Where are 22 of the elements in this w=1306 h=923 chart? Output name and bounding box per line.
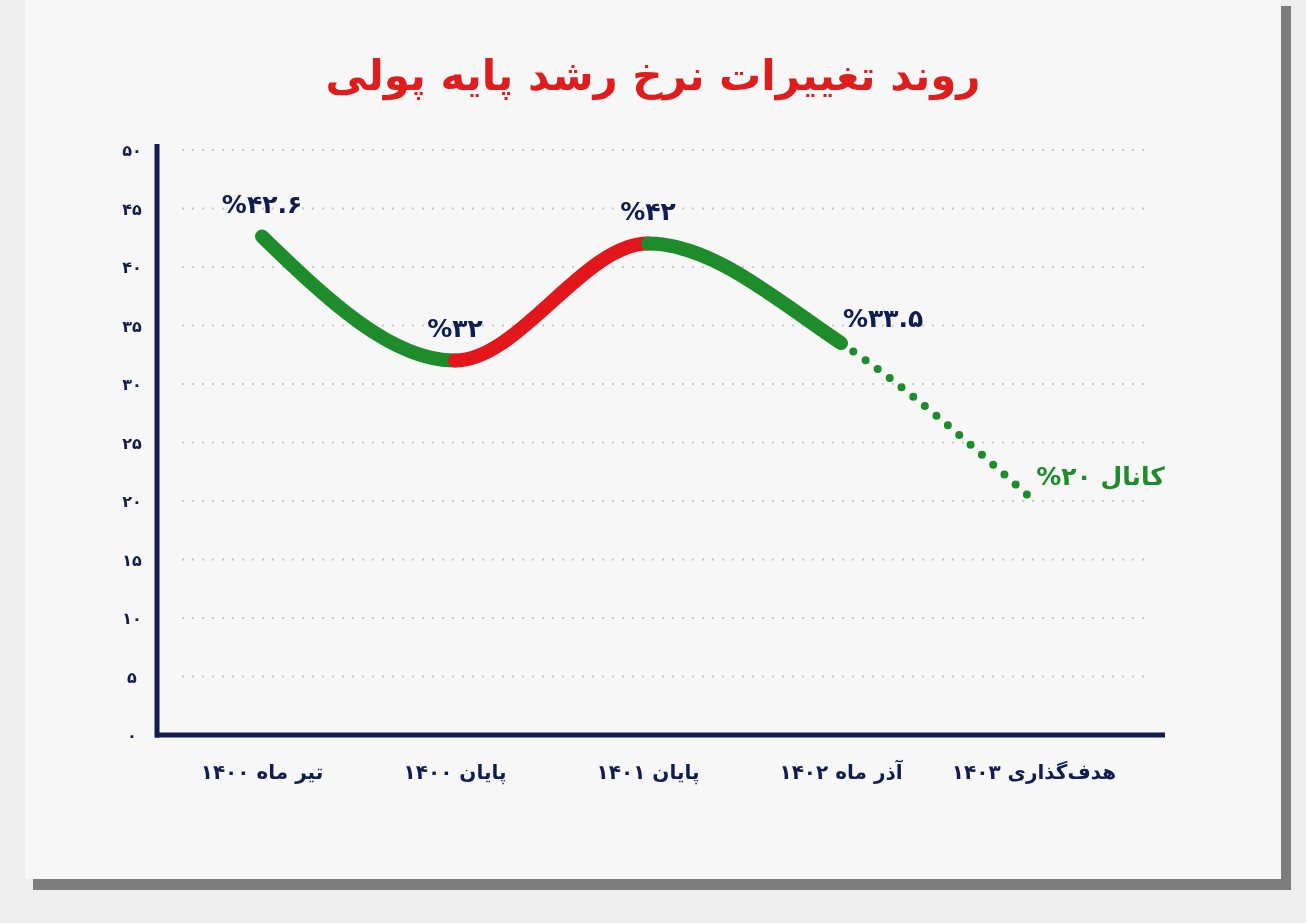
data-label: کانال ۲۰% (1036, 462, 1166, 491)
y-tick-label: ۲۵ (122, 433, 142, 453)
x-tick-label: تیر ماه ۱۴۰۰ (200, 760, 324, 784)
data-label: %۴۲.۶ (221, 189, 303, 219)
y-tick-label: ۱۵ (122, 550, 142, 570)
y-tick-label: ۴۵ (122, 199, 142, 219)
y-tick-label: ۴۰ (122, 258, 142, 277)
data-label: %۳۲ (427, 313, 483, 343)
chart-title: روند تغییرات نرخ رشد پایه پولی (325, 51, 981, 101)
y-tick-label: ۳۰ (122, 375, 142, 394)
y-tick-label: ۱۰ (122, 609, 142, 628)
x-tick-label: آذر ماه ۱۴۰۲ (779, 759, 904, 784)
y-tick-label: ۵۰ (122, 141, 142, 160)
x-tick-label: هدف‌گذاری ۱۴۰۳ (951, 760, 1117, 784)
x-tick-label: پایان ۱۴۰۱ (596, 760, 700, 785)
data-label: %۴۲ (620, 196, 676, 226)
y-tick-label: ۵ (127, 667, 138, 687)
y-tick-label: ۳۵ (122, 316, 142, 336)
y-tick-label: ۰ (127, 726, 137, 745)
x-tick-label: پایان ۱۴۰۰ (403, 760, 507, 785)
y-tick-label: ۲۰ (122, 492, 142, 511)
data-label: %۳۳.۵ (843, 304, 924, 334)
